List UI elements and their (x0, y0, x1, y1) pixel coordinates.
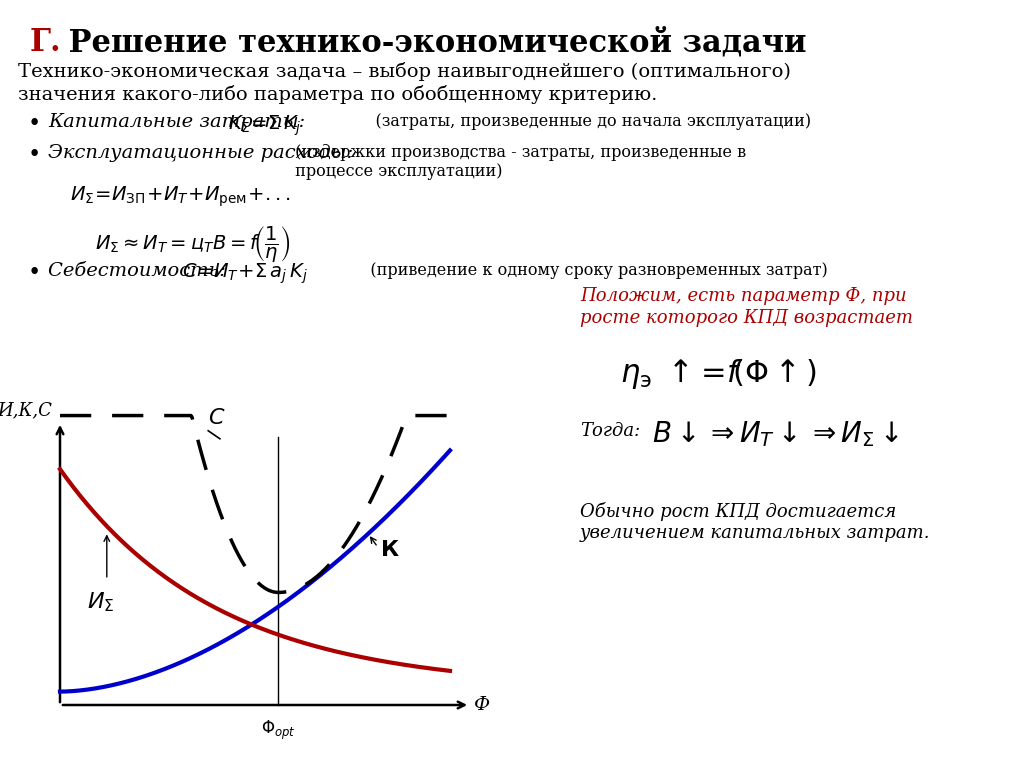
Text: Обычно рост КПД достигается: Обычно рост КПД достигается (580, 502, 896, 521)
Text: значения какого-либо параметра по обобщенному критерию.: значения какого-либо параметра по обобще… (18, 85, 657, 104)
Text: Эксплуатационные расходы:: Эксплуатационные расходы: (48, 144, 353, 162)
Text: (приведение к одному сроку разновременных затрат): (приведение к одному сроку разновременны… (355, 262, 827, 279)
Text: Капитальные затраты:: Капитальные затраты: (48, 113, 311, 131)
Text: Г.: Г. (30, 27, 61, 58)
Text: $B\downarrow\Rightarrow \mathit{И}_T\downarrow\Rightarrow \mathit{И}_\Sigma\down: $B\downarrow\Rightarrow \mathit{И}_T\dow… (652, 419, 899, 449)
Text: росте которого КПД возрастает: росте которого КПД возрастает (580, 309, 913, 327)
Text: (издержки производства - затраты, произведенные в: (издержки производства - затраты, произв… (290, 144, 746, 161)
Text: процессе эксплуатации): процессе эксплуатации) (290, 163, 503, 180)
Text: увеличением капитальных затрат.: увеличением капитальных затрат. (580, 524, 931, 542)
Text: $\mathit{И}_\Sigma \approx \mathit{И}_T = \mathit{ц}_T B = f\!\left(\dfrac{1}{\e: $\mathit{И}_\Sigma \approx \mathit{И}_T … (95, 224, 291, 264)
Text: (затраты, произведенные до начала эксплуатации): (затраты, произведенные до начала эксплу… (355, 113, 811, 130)
Text: $\mathit{И}_\Sigma$: $\mathit{И}_\Sigma$ (87, 591, 115, 614)
Text: •: • (28, 113, 41, 135)
Text: Тогда:: Тогда: (580, 422, 640, 440)
Text: $\mathit{C}$: $\mathit{C}$ (208, 408, 225, 428)
Text: Технико-экономическая задача – выбор наивыгоднейшего (оптимального): Технико-экономическая задача – выбор наи… (18, 62, 791, 81)
Text: •: • (28, 144, 41, 166)
Text: $\mathit{K}_\Sigma\!=\!\Sigma\,\mathit{K}_j$: $\mathit{K}_\Sigma\!=\!\Sigma\,\mathit{K… (228, 113, 302, 137)
Text: $\eta_\text{э}\ \uparrow\!=\! f\!\left(\Phi\uparrow\right)$: $\eta_\text{э}\ \uparrow\!=\! f\!\left(\… (620, 357, 817, 391)
Text: Положим, есть параметр Ф, при: Положим, есть параметр Ф, при (580, 287, 906, 305)
Text: Ф: Ф (474, 696, 490, 714)
Text: $\Phi_{opt}$: $\Phi_{opt}$ (261, 719, 296, 742)
Text: Себестоимость:: Себестоимость: (48, 262, 232, 280)
Text: $\mathbf{К}$: $\mathbf{К}$ (380, 540, 399, 560)
Text: $\mathit{И}_\Sigma\!=\!\mathit{И}_{\mathrm{ЗП}}\!+\!\mathit{И}_T\!+\!\mathit{И}_: $\mathit{И}_\Sigma\!=\!\mathit{И}_{\math… (70, 184, 291, 209)
Text: Решение технико-экономической задачи: Решение технико-экономической задачи (58, 27, 807, 58)
Text: •: • (28, 262, 41, 284)
Text: $\mathit{C}\!=\!\mathit{И}_T\!+\!\Sigma\,\mathit{a}_j\,\mathit{K}_j$: $\mathit{C}\!=\!\mathit{И}_T\!+\!\Sigma\… (182, 262, 308, 287)
Text: И,К,С: И,К,С (0, 401, 52, 419)
